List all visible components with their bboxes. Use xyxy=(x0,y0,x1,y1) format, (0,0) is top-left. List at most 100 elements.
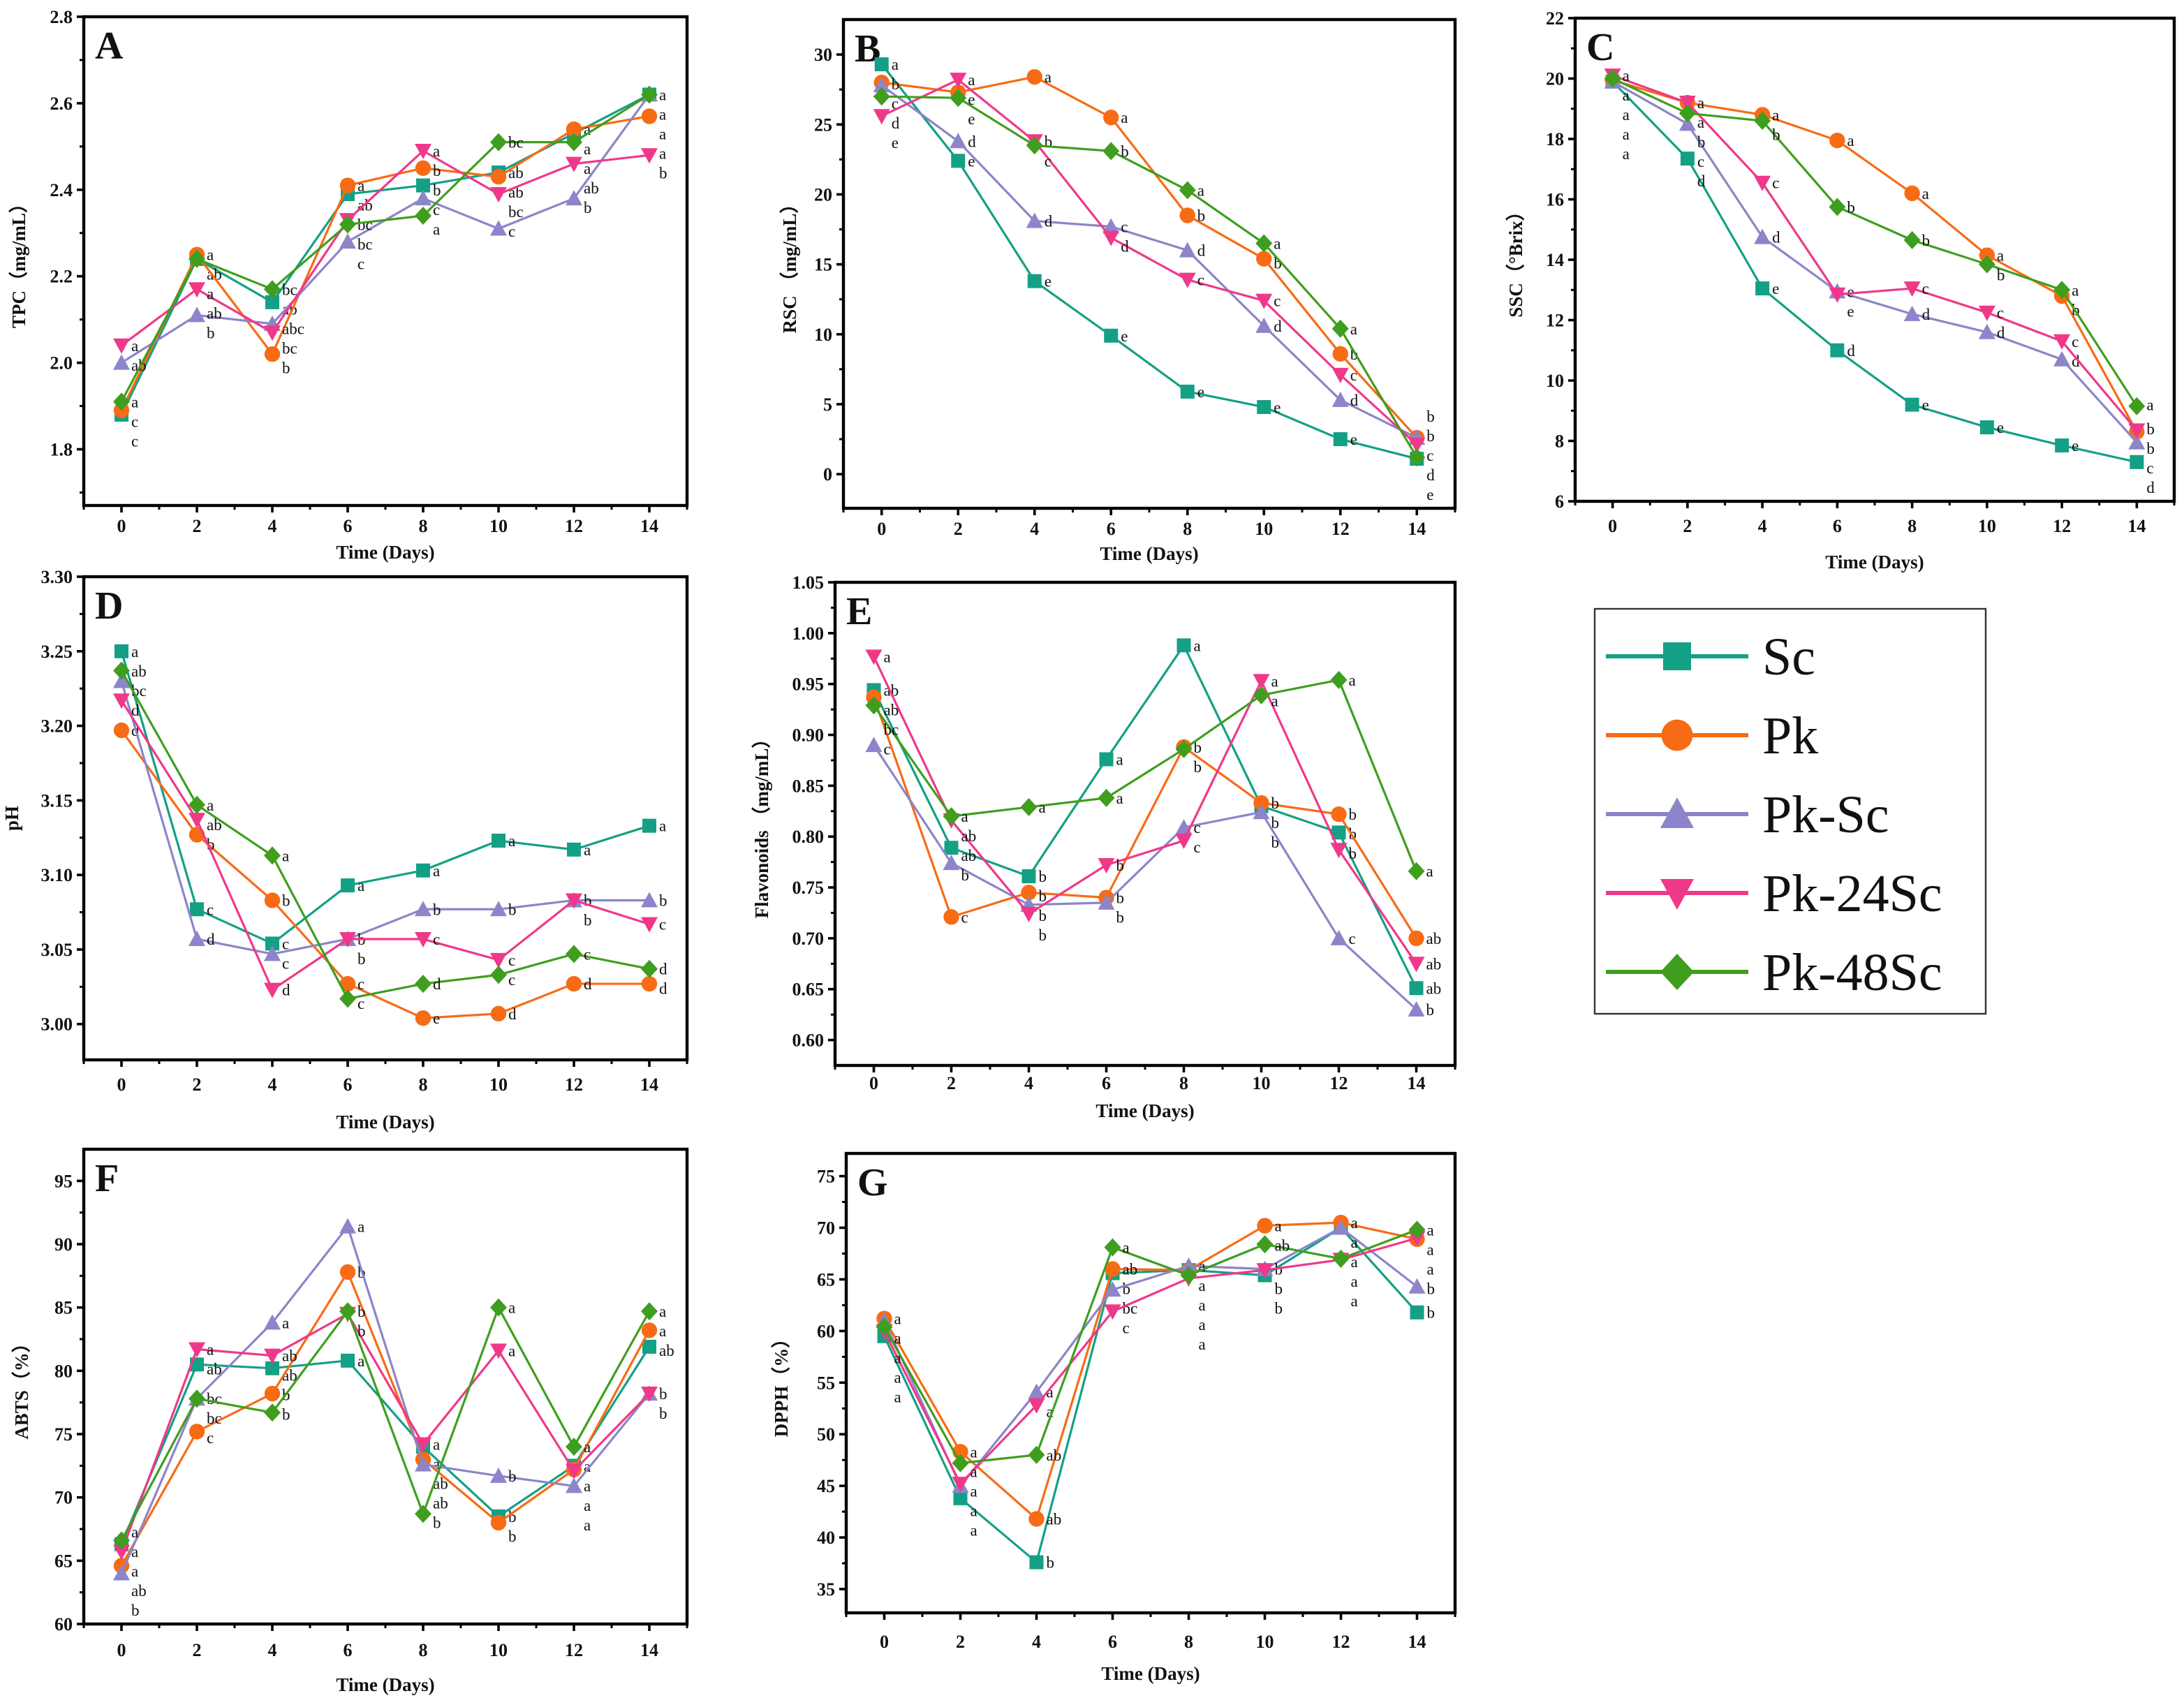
y-tick-label: 30 xyxy=(814,45,832,65)
significance-letter: a xyxy=(131,337,138,355)
significance-letter: a xyxy=(1426,863,1433,880)
significance-letter: d xyxy=(968,133,976,150)
data-point xyxy=(566,1463,582,1479)
significance-letter: b xyxy=(1697,133,1706,151)
data-point xyxy=(113,1531,130,1550)
data-point xyxy=(490,220,507,236)
significance-letter: b xyxy=(1427,1280,1436,1297)
significance-letter: a xyxy=(131,1563,138,1580)
data-point xyxy=(1680,152,1695,166)
y-tick-label: 2.0 xyxy=(50,353,73,374)
series-line xyxy=(120,115,650,411)
significance-letter: b xyxy=(1426,408,1435,425)
data-point xyxy=(1330,670,1348,689)
data-point xyxy=(339,1302,356,1321)
y-tick-label: 45 xyxy=(817,1476,835,1496)
data-point xyxy=(1678,115,1696,131)
data-point xyxy=(1104,1238,1121,1257)
panel-g: 35 40 45 50 55 60 65 70 75 0 2 4 6 8 10 12 14 Time (Days)… xyxy=(771,1151,1457,1684)
significance-letter: b xyxy=(207,325,215,342)
data-point xyxy=(1678,104,1696,123)
series-line xyxy=(1611,78,2138,407)
significance-letter: bc xyxy=(357,236,373,253)
significance-letter: d xyxy=(207,931,215,948)
data-point xyxy=(2128,397,2146,415)
data-point xyxy=(265,936,279,951)
panel-f: 60 65 70 75 80 85 90 95 0 2 4 6 8 10 12 14 Time (Days) AB… xyxy=(11,1147,689,1695)
significance-letter: d xyxy=(1197,242,1206,260)
significance-letter: d xyxy=(1847,342,1855,360)
data-point xyxy=(1408,1278,1426,1294)
y-axis-title: SSC（°Brix） xyxy=(1505,202,1526,317)
significance-letter: e xyxy=(968,91,975,108)
data-point xyxy=(415,901,431,917)
significance-letter: a xyxy=(659,1322,666,1340)
x-tick-label: 6 xyxy=(1108,1632,1117,1652)
significance-letter: a xyxy=(884,648,891,665)
significance-letter: c xyxy=(207,1429,214,1447)
data-point xyxy=(189,1389,205,1408)
significance-letter: c xyxy=(508,971,515,989)
data-point xyxy=(1176,638,1191,653)
x-tick-label: 12 xyxy=(1330,1073,1348,1093)
significance-letter: a xyxy=(894,1311,901,1328)
significance-letter: c xyxy=(357,995,364,1012)
data-point xyxy=(1408,448,1426,467)
significance-letter: c xyxy=(1123,1320,1130,1337)
significance-letter: bc xyxy=(508,134,524,152)
significance-letter: ab xyxy=(1047,1447,1062,1464)
y-tick-label: 95 xyxy=(54,1171,73,1191)
significance-letter: b xyxy=(508,1508,517,1526)
data-point xyxy=(415,932,431,947)
plot-frame xyxy=(82,15,689,508)
significance-letter: b xyxy=(1116,890,1125,907)
significance-letter: d xyxy=(1045,212,1053,230)
data-point xyxy=(113,1565,130,1581)
data-point xyxy=(190,902,204,917)
significance-letter: e xyxy=(433,1010,440,1027)
panel-label: C xyxy=(1586,26,1614,69)
data-point xyxy=(490,1514,507,1531)
significance-letter: a xyxy=(1847,132,1854,149)
x-tick-label: 2 xyxy=(193,1640,202,1660)
significance-letter: a xyxy=(2146,396,2153,413)
significance-letter: a xyxy=(357,1352,364,1370)
data-point xyxy=(1830,343,1845,357)
significance-letter: a xyxy=(894,1389,901,1406)
data-point xyxy=(641,148,658,164)
significance-letter: c xyxy=(659,916,666,933)
significance-letter: a xyxy=(2072,281,2079,299)
significance-letter: ab xyxy=(1275,1237,1290,1255)
y-tick-label: 90 xyxy=(54,1234,73,1255)
significance-letter: b xyxy=(357,950,366,968)
significance-letter: a xyxy=(584,1458,591,1475)
data-point xyxy=(113,722,130,739)
y-tick-label: 10 xyxy=(814,325,832,345)
legend-entry-pk-24sc: Pk-24Sc xyxy=(1606,864,1942,923)
data-point xyxy=(339,989,356,1008)
series-line xyxy=(120,1269,651,1567)
significance-letter: a xyxy=(1275,1218,1282,1235)
data-point xyxy=(415,1437,431,1453)
data-point xyxy=(490,133,507,152)
data-point xyxy=(490,1298,507,1317)
legend-entry-pk-48sc: Pk-48Sc xyxy=(1606,943,1942,1002)
significance-letter: b xyxy=(282,892,290,909)
data-point xyxy=(952,1454,969,1472)
data-point xyxy=(1408,862,1425,880)
significance-letter: b xyxy=(1197,207,1206,224)
data-point xyxy=(950,89,967,108)
data-point xyxy=(415,1010,431,1026)
x-tick-label: 0 xyxy=(880,1632,889,1652)
data-point xyxy=(1253,686,1270,704)
legend-entry-pk-sc: Pk-Sc xyxy=(1606,785,1889,844)
series-line xyxy=(121,149,650,347)
significance-letter: d xyxy=(1697,172,1706,190)
significance-letter: b xyxy=(282,359,290,376)
y-tick-label: 10 xyxy=(1546,371,1564,391)
data-point xyxy=(1257,1218,1273,1234)
